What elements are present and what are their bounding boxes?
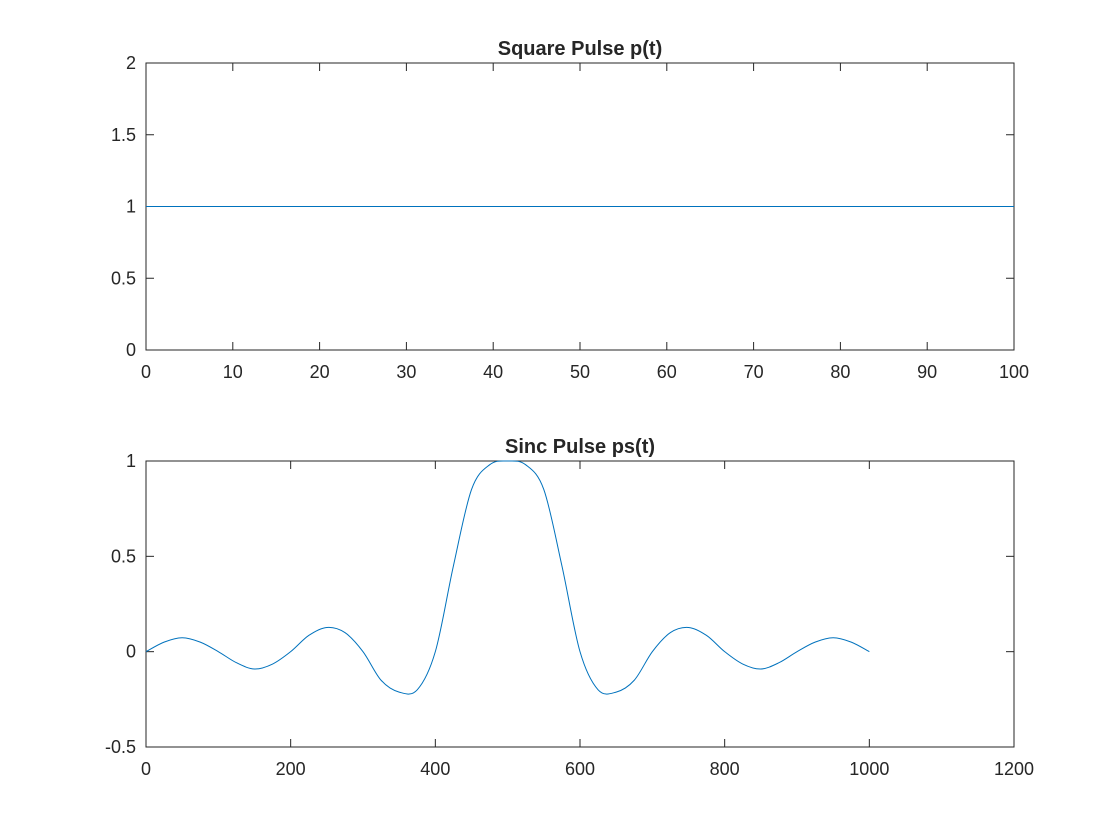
sinc-pulse-x-tick-label: 600	[565, 759, 595, 779]
square-pulse-x-tick-label: 60	[657, 362, 677, 382]
square-pulse-x-tick-label: 10	[223, 362, 243, 382]
square-pulse-title: Square Pulse p(t)	[498, 38, 662, 60]
square-pulse-x-tick-label: 90	[917, 362, 937, 382]
sinc-pulse-y-tick-label: 1	[126, 451, 136, 471]
sinc-pulse-x-tick-label: 1000	[849, 759, 889, 779]
sinc-pulse-x-tick-label: 800	[710, 759, 740, 779]
square-pulse-x-tick-label: 80	[830, 362, 850, 382]
square-pulse-y-tick-label: 1.5	[111, 125, 136, 145]
sinc-pulse-x-tick-label: 0	[141, 759, 151, 779]
square-pulse-y-tick-label: 2	[126, 53, 136, 73]
sinc-pulse-series	[145, 460, 870, 695]
square-pulse-y-tick-label: 0	[126, 340, 136, 360]
square-pulse-ticks: 0 10 20 30 40 50 60 70 80 90 100 0 0.5 1 1.5 2	[111, 53, 1029, 382]
square-pulse-x-tick-label: 50	[570, 362, 590, 382]
sinc-pulse-y-tick-label: 0.5	[111, 546, 136, 566]
square-pulse-x-tick-label: 40	[483, 362, 503, 382]
square-pulse-y-tick-label: 0.5	[111, 268, 136, 288]
sinc-pulse-x-tick-label: 200	[276, 759, 306, 779]
sinc-pulse-plot-box	[145, 460, 1015, 748]
sinc-pulse-x-tick-label: 1200	[994, 759, 1034, 779]
square-pulse-axes: Square Pulse p(t) 0 10 20 30 40 50 60 70 80 90 100…	[111, 38, 1029, 382]
square-pulse-x-tick-label: 20	[310, 362, 330, 382]
sinc-pulse-ticks: 0 200 400 600 800 1000 1200-0.500.51	[105, 451, 1034, 779]
sinc-pulse-title: Sinc Pulse ps(t)	[505, 436, 655, 458]
sinc-pulse-series-line	[145, 460, 870, 695]
sinc-pulse-axes: Sinc Pulse ps(t) 0 200 400 600 800 1000 1200 -0…	[105, 436, 1034, 779]
sinc-pulse-x-tick-label: 400	[420, 759, 450, 779]
square-pulse-x-tick-label: 100	[999, 362, 1029, 382]
square-pulse-x-tick-label: 70	[744, 362, 764, 382]
square-pulse-y-tick-label: 1	[126, 197, 136, 217]
square-pulse-x-tick-label: 30	[396, 362, 416, 382]
sinc-pulse-y-tick-label: -0.5	[105, 737, 136, 757]
square-pulse-x-tick-label: 0	[141, 362, 151, 382]
sinc-pulse-y-tick-label: 0	[126, 642, 136, 662]
